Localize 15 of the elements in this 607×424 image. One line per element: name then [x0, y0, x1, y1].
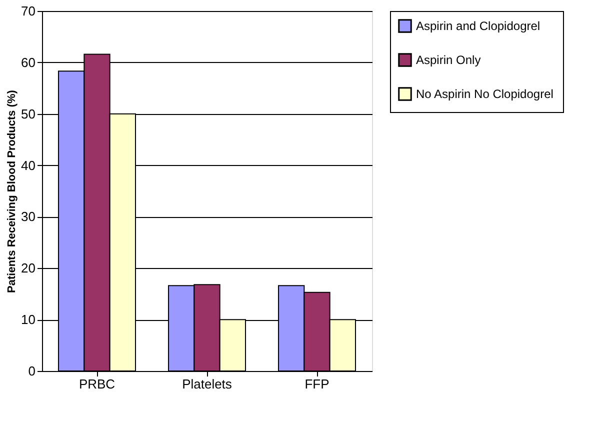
y-axis-title: Patients Receiving Blood Products (%): [6, 90, 18, 293]
y-tick-label: 70: [21, 4, 36, 18]
legend-label: Aspirin Only: [416, 53, 481, 67]
legend-label: Aspirin and Clopidogrel: [416, 19, 540, 33]
x-tick-label: PRBC: [78, 376, 116, 392]
y-tick-label: 60: [21, 54, 36, 70]
x-tick-label: FFP: [304, 376, 330, 392]
y-tick-label: 50: [21, 106, 36, 122]
y-tick-label: 40: [21, 158, 36, 173]
y-tick-label: 30: [21, 209, 36, 224]
y-tick-label: 20: [21, 260, 36, 276]
y-tick-label: 10: [21, 312, 36, 328]
y-tick-label: 0: [28, 364, 36, 378]
x-tick-label: Platelets: [182, 376, 232, 392]
legend-label: No Aspirin No Clopidogrel: [416, 87, 554, 101]
